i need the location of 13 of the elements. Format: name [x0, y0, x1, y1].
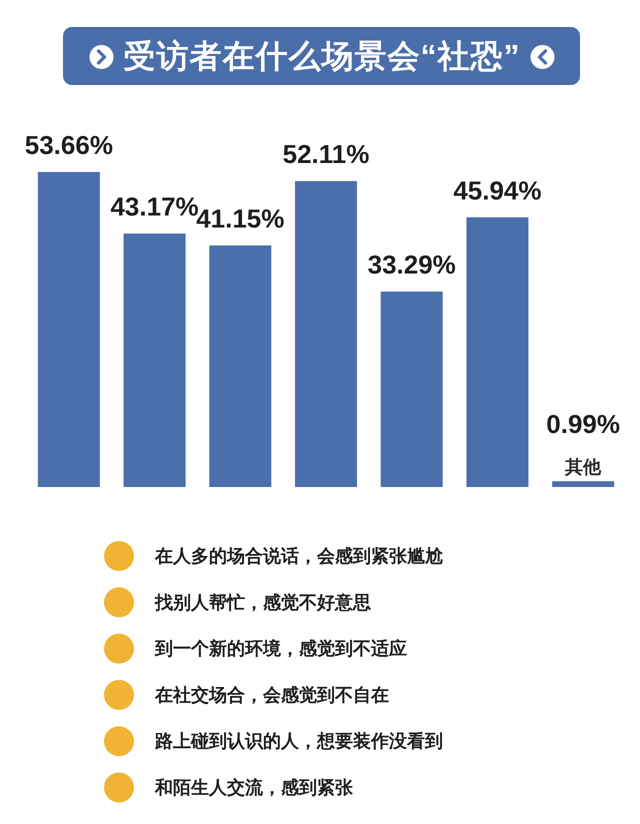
annotation: 在社交场合，会感觉到不自在 — [155, 684, 389, 705]
annotation: 到一个新的环境，感觉到不适应 — [155, 638, 407, 659]
annotation: 在人多的场合说话，会感到紧张尴尬 — [155, 546, 443, 566]
value-label: 33.29% — [368, 250, 456, 280]
value-label: 0.99% — [546, 409, 620, 440]
title: 受访者在什么场景会“社恐” — [124, 38, 520, 74]
value-label: 52.11% — [282, 139, 370, 170]
annotation: 找别人帮忙，感觉不好意思 — [155, 592, 371, 612]
value-label: 53.66% — [24, 130, 113, 160]
value-label: 45.94% — [453, 175, 542, 206]
annotation: 和陌生人交流，感到紧张 — [155, 778, 353, 798]
category-label: 其他 — [565, 457, 602, 478]
annotation: 路上碰到认识的人，想要装作没看到 — [155, 731, 443, 752]
